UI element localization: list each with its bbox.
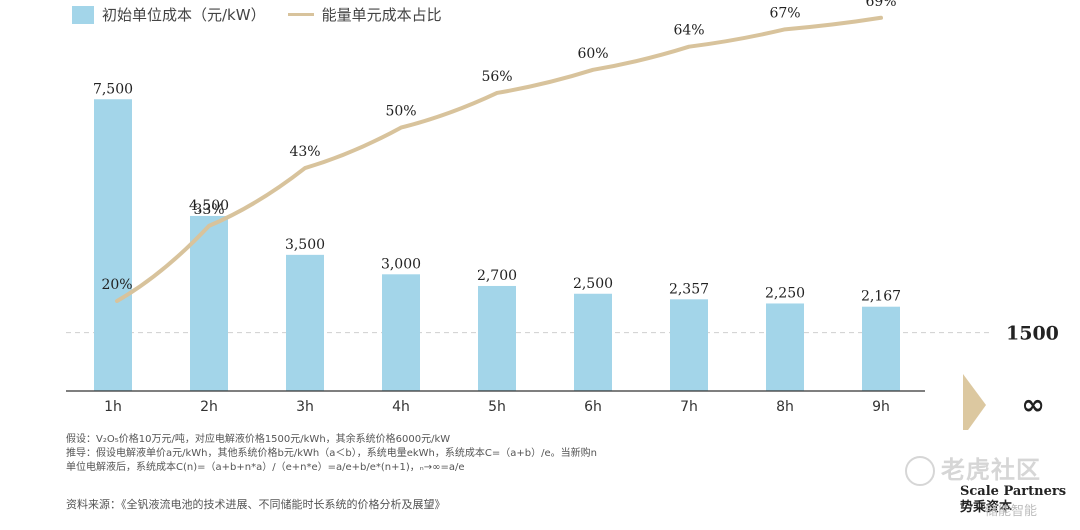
x-tick-label: 9h	[872, 399, 890, 415]
watermark-logo-icon	[905, 456, 935, 486]
note-line: 推导：假设电解液单价a元/kWh，其他系统价格b元/kWh（a＜b），系统电量e…	[66, 448, 597, 459]
watermark: 老虎社区	[905, 450, 1041, 486]
line-value-label: 64%	[673, 23, 704, 39]
legend: 初始单位成本（元/kW） 能量单元成本占比	[72, 4, 442, 25]
legend-bar-label: 初始单位成本（元/kW）	[102, 6, 266, 24]
x-tick-label: 1h	[104, 399, 122, 415]
x-tick-label: 7h	[680, 399, 698, 415]
line-value-label: 60%	[577, 46, 608, 62]
bar-series	[94, 99, 900, 391]
bar-value-label: 7,500	[93, 81, 133, 97]
chart-svg: 7,500 4,500 3,500 3,000 2,700 2,500 2,357 2,250…	[66, 0, 1059, 430]
right-axis-labels: 100%1500∞	[963, 323, 1059, 430]
line-series	[115, 15, 883, 303]
line-value-label: 33%	[193, 202, 224, 218]
infinity-label: ∞	[1021, 388, 1044, 421]
x-axis: 1h 2h 3h 4h 5h 6h 7h 8h 9h	[66, 390, 925, 415]
x-tick-label: 6h	[584, 399, 602, 415]
watermark-text: 老虎社区	[941, 456, 1041, 484]
source-note: 资料来源：《全钒液流电池的技术进展、不同储能时长系统的价格分析及展望》	[66, 498, 446, 511]
x-tick-label: 4h	[392, 399, 410, 415]
bar	[766, 303, 804, 391]
bar	[94, 99, 132, 391]
line-value-label: 50%	[385, 104, 416, 120]
line-value-label: 20%	[101, 277, 132, 293]
x-tick-label: 2h	[200, 399, 218, 415]
bar	[670, 299, 708, 391]
bar-value-label: 3,000	[381, 256, 421, 272]
bar-value-label: 2,357	[669, 281, 709, 297]
bar-value-label: 2,500	[573, 276, 613, 292]
x-tick-label: 5h	[488, 399, 506, 415]
bar-value-labels: 7,500 4,500 3,500 3,000 2,700 2,500 2,357 2,250…	[93, 81, 901, 304]
note-line: 假设：V₂O₅价格10万元/吨，对应电解液价格1500元/kWh，其余系统价格6…	[66, 434, 451, 445]
line-value-label: 69%	[865, 0, 896, 10]
line-value-labels: 20% 33% 43% 50% 56% 60% 64% 67% 69%	[101, 0, 896, 293]
x-tick-label: 8h	[776, 399, 794, 415]
line-value-label: 43%	[289, 144, 320, 160]
line-series-path	[115, 15, 883, 303]
line-value-label: 67%	[769, 5, 800, 21]
bar	[478, 285, 516, 391]
bar-value-label: 2,167	[861, 289, 901, 305]
brand-subtitle: 势乘资本	[960, 500, 1013, 515]
brand-name: Scale Partners	[960, 484, 1067, 499]
line-value-label: 56%	[481, 69, 512, 85]
x-tick-label: 3h	[296, 399, 314, 415]
bar-value-label: 2,700	[477, 268, 517, 284]
assumption-notes: 假设：V₂O₅价格10万元/吨，对应电解液价格1500元/kWh，其余系统价格6…	[66, 433, 597, 475]
brand-overlay-watermark: 储能智能	[985, 504, 1038, 519]
bar	[862, 306, 900, 391]
bar-value-label: 2,250	[765, 285, 805, 301]
note-line: 单位电解液后，系统成本C(n)=（a+b+n*a）/（e+n*e）=a/e+b/…	[66, 462, 465, 473]
bar-value-label: 3,500	[285, 237, 325, 253]
bar	[574, 293, 612, 391]
legend-line-label: 能量单元成本占比	[321, 6, 442, 24]
right-label-1500: 1500	[1006, 323, 1059, 345]
legend-bar-swatch	[72, 5, 94, 24]
bar-value-label: 4,500	[189, 198, 229, 214]
arrow-right-icon	[963, 374, 986, 430]
bar	[286, 254, 324, 391]
bar	[382, 274, 420, 391]
brand-logo: Scale Partners 势乘资本	[960, 484, 1066, 516]
legend-line-swatch	[287, 13, 314, 16]
bar	[190, 215, 228, 391]
